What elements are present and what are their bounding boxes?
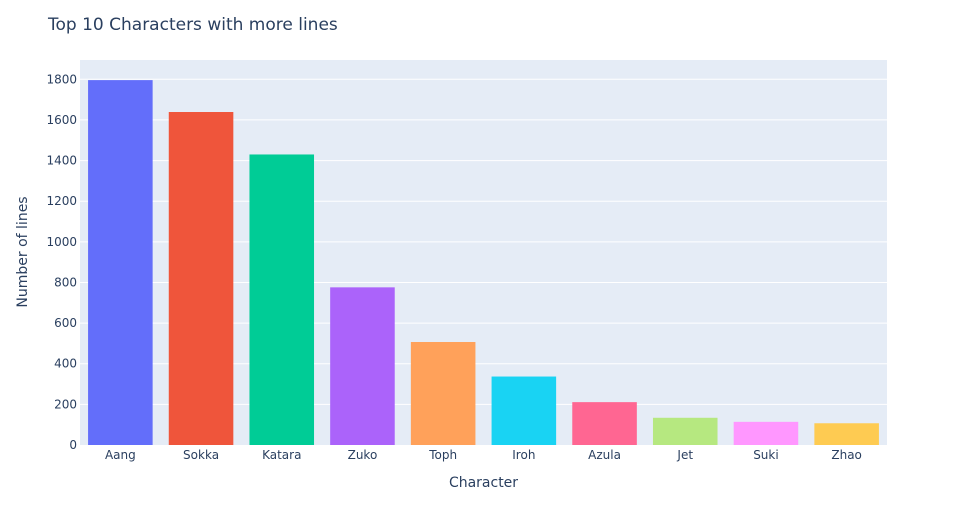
bar-toph[interactable] (410, 341, 476, 445)
y-tick-label: 1600 (46, 113, 77, 127)
bar-zuko[interactable] (330, 287, 395, 445)
x-axis-title: Character (449, 475, 518, 491)
x-tick-label: Suki (753, 448, 779, 462)
x-axis-ticks: Aang Sokka Katara Zuko Toph Iroh Azula Jet Suki Z… (105, 448, 862, 462)
y-tick-label: 0 (69, 438, 77, 452)
x-tick-label: Katara (262, 448, 301, 462)
y-tick-label: 600 (54, 316, 77, 330)
bar-iroh[interactable] (491, 376, 557, 445)
bar-jet[interactable] (652, 417, 718, 445)
y-axis-title: Number of lines (15, 196, 31, 307)
x-tick-label: Zuko (348, 448, 378, 462)
x-tick-label: Azula (588, 448, 621, 462)
y-tick-label: 1000 (46, 235, 77, 249)
bar-katara[interactable] (249, 154, 315, 445)
y-axis-ticks: 0 200 400 600 800 1000 1200 1400 1600 1800 (46, 72, 77, 452)
bar-azula[interactable] (572, 402, 637, 445)
y-tick-label: 1800 (46, 72, 77, 86)
x-tick-label: Sokka (183, 448, 219, 462)
bar-sokka[interactable] (168, 112, 234, 445)
y-tick-label: 1400 (46, 154, 77, 168)
chart-title: Top 10 Characters with more lines (47, 15, 338, 35)
x-tick-label: Jet (676, 448, 693, 462)
y-tick-label: 200 (54, 397, 77, 411)
y-tick-label: 1200 (46, 194, 77, 208)
x-tick-label: Aang (105, 448, 136, 462)
bar-zhao[interactable] (814, 423, 879, 445)
x-tick-label: Toph (428, 448, 457, 462)
y-tick-label: 800 (54, 275, 77, 289)
x-tick-label: Zhao (831, 448, 862, 462)
x-tick-label: Iroh (512, 448, 535, 462)
y-tick-label: 400 (54, 357, 77, 371)
bar-aang[interactable] (88, 80, 153, 445)
bar-suki[interactable] (733, 421, 799, 445)
bars (88, 80, 879, 445)
